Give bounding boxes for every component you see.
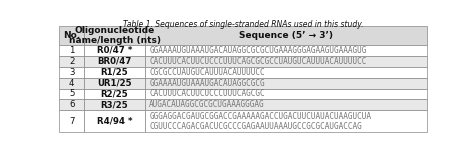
Text: Oligonucleotide
name/length (nts): Oligonucleotide name/length (nts) — [69, 26, 161, 45]
Text: CGCGCCUAUGUCAUUUACAUUUUCC: CGCGCCUAUGUCAUUUACAUUUUCC — [149, 68, 265, 77]
Bar — [59, 110, 84, 132]
Text: R3/25: R3/25 — [100, 100, 128, 109]
Text: 7: 7 — [69, 117, 74, 126]
Text: UR1/25: UR1/25 — [97, 79, 132, 88]
Bar — [59, 67, 84, 78]
Text: 5: 5 — [69, 90, 74, 99]
Bar — [84, 78, 145, 88]
Bar — [84, 88, 145, 99]
Bar — [59, 26, 84, 45]
Bar — [84, 56, 145, 67]
Bar — [145, 67, 427, 78]
Text: CACUUUCACUUCUCCCUUUCAGCGCGCCUAUGUCAUUUACAUUUUCC: CACUUUCACUUCUCCCUUUCAGCGCGCCUAUGUCAUUUAC… — [149, 57, 366, 66]
Text: 4: 4 — [69, 79, 74, 88]
Bar — [145, 78, 427, 88]
Text: GGAAAAUGUAAAUGACAUAGGCGCG: GGAAAAUGUAAAUGACAUAGGCGCG — [149, 79, 265, 88]
Bar — [84, 99, 145, 110]
Bar — [145, 99, 427, 110]
Text: R4/94 *: R4/94 * — [97, 117, 132, 126]
Text: GGGAGGACGAUGCGGACCGAAAAAGACCUGACUUCUAUACUAAGUCUA
CGUUCCCAGACGACUCGCCCGAGAAUUAAAU: GGGAGGACGAUGCGGACCGAAAAAGACCUGACUUCUAUAC… — [149, 111, 371, 131]
Text: AUGACAUAGGCGCGCUGAAAGGGAG: AUGACAUAGGCGCGCUGAAAGGGAG — [149, 100, 265, 109]
Bar — [59, 99, 84, 110]
Text: Sequence (5’ → 3’): Sequence (5’ → 3’) — [239, 31, 333, 40]
Text: CACUUUCACUUCUCCCUUUCAGCGC: CACUUUCACUUCUCCCUUUCAGCGC — [149, 90, 265, 99]
Bar — [84, 45, 145, 56]
Text: R2/25: R2/25 — [100, 90, 128, 99]
Bar — [59, 56, 84, 67]
Bar — [84, 26, 145, 45]
Bar — [145, 88, 427, 99]
Text: R0/47 *: R0/47 * — [97, 46, 132, 55]
Bar — [145, 26, 427, 45]
Text: 1: 1 — [69, 46, 74, 55]
Text: Table 1. Sequences of single-stranded RNAs used in this study.: Table 1. Sequences of single-stranded RN… — [123, 20, 363, 29]
Text: 2: 2 — [69, 57, 74, 66]
Bar — [59, 45, 84, 56]
Bar — [84, 110, 145, 132]
Bar — [59, 78, 84, 88]
Bar — [145, 110, 427, 132]
Text: 3: 3 — [69, 68, 74, 77]
Text: GGAAAAUGUAAAUGACAUAGGCGCGCUGAAAGGGAGAAGUGAAAGUG: GGAAAAUGUAAAUGACAUAGGCGCGCUGAAAGGGAGAAGU… — [149, 46, 366, 55]
Bar — [84, 67, 145, 78]
Bar — [59, 88, 84, 99]
Text: R1/25: R1/25 — [100, 68, 128, 77]
Bar — [145, 56, 427, 67]
Text: 6: 6 — [69, 100, 74, 109]
Bar — [145, 45, 427, 56]
Text: BR0/47: BR0/47 — [97, 57, 132, 66]
Text: No.: No. — [63, 31, 80, 40]
